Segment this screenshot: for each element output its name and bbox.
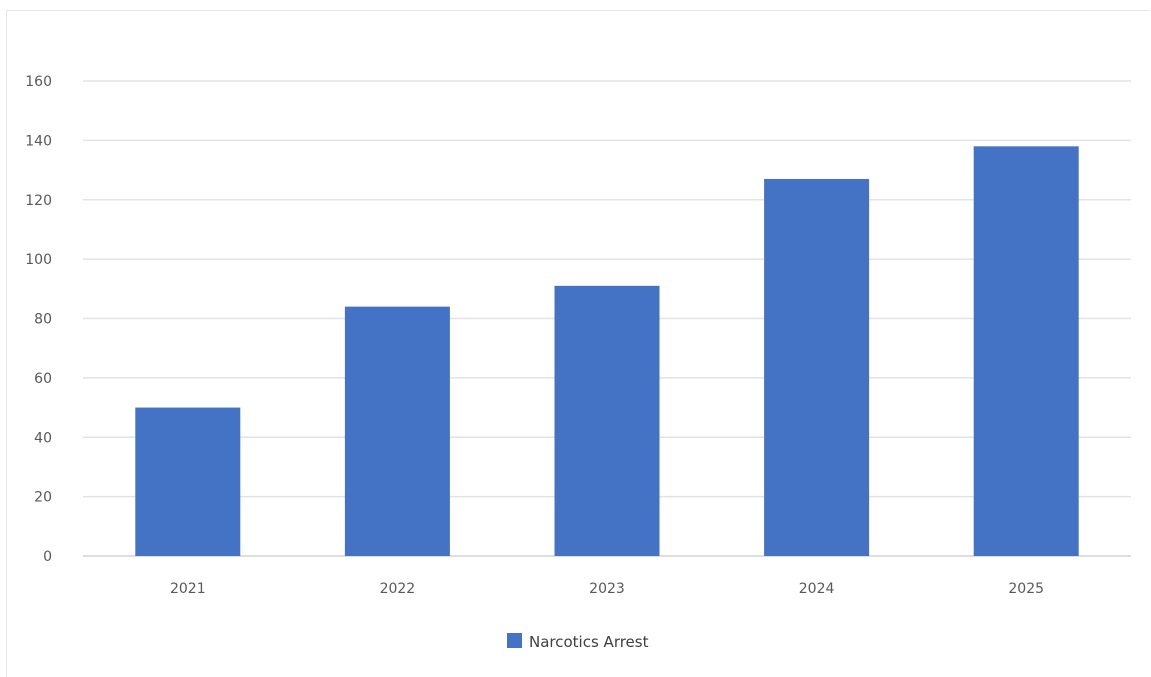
bar-2023 <box>554 285 660 556</box>
legend-swatch <box>507 633 522 648</box>
bar-2024 <box>764 178 870 556</box>
y-tick-label: 80 <box>34 312 52 328</box>
y-tick-label: 140 <box>25 133 52 149</box>
y-tick-label: 60 <box>34 371 52 387</box>
x-tick-label: 2024 <box>799 581 835 597</box>
x-tick-label: 2021 <box>170 581 206 597</box>
bars <box>135 146 1079 556</box>
y-tick-label: 40 <box>34 430 52 446</box>
bar-2025 <box>973 146 1079 556</box>
x-tick-label: 2022 <box>380 581 416 597</box>
y-axis: 0 20 40 60 80 100 120 140 160 <box>25 74 52 565</box>
bar-2022 <box>344 306 450 556</box>
bar-2021 <box>135 407 241 556</box>
x-tick-label: 2025 <box>1008 581 1044 597</box>
y-tick-label: 120 <box>25 193 52 209</box>
x-axis: 2021 2022 2023 2024 2025 <box>170 581 1044 597</box>
y-tick-label: 0 <box>43 549 52 565</box>
x-tick-label: 2023 <box>589 581 625 597</box>
legend-label: Narcotics Arrest <box>529 633 649 651</box>
y-tick-label: 20 <box>34 490 52 506</box>
y-tick-label: 160 <box>25 74 52 90</box>
y-tick-label: 100 <box>25 252 52 268</box>
legend: Narcotics Arrest <box>507 633 649 651</box>
